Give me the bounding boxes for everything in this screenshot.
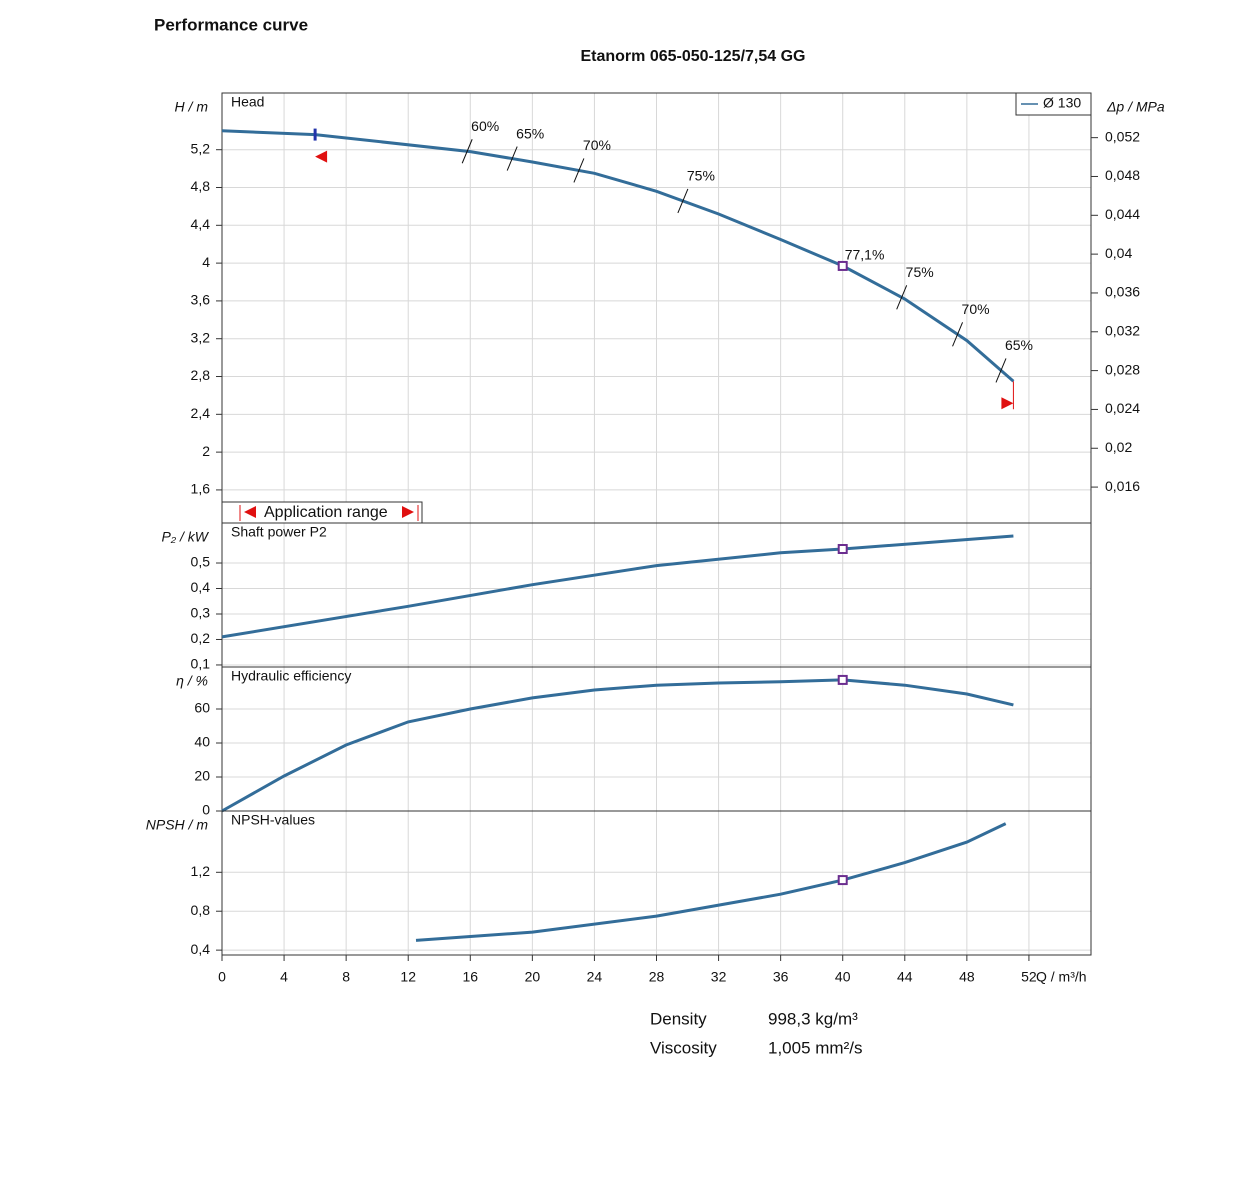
y-tick-label: 4,4 xyxy=(191,216,211,232)
x-tick-label: 44 xyxy=(897,969,913,985)
y-tick-label: 0,4 xyxy=(191,941,211,957)
y-tick-label: 2 xyxy=(202,443,210,459)
efficiency-label: 65% xyxy=(516,125,544,141)
fluid-label: Viscosity xyxy=(650,1038,717,1057)
x-tick-label: 28 xyxy=(649,969,665,985)
y-tick-label: 2,8 xyxy=(191,367,211,383)
y2-tick-label: 0,04 xyxy=(1105,245,1132,261)
x-tick-label: 8 xyxy=(342,969,350,985)
y-tick-label: 1,6 xyxy=(191,481,211,497)
efficiency-label: 75% xyxy=(906,264,934,280)
y2-tick-label: 0,028 xyxy=(1105,361,1140,377)
x-tick-label: 0 xyxy=(218,969,226,985)
x-tick-label: 36 xyxy=(773,969,789,985)
efficiency-label: 77,1% xyxy=(845,247,885,263)
y2-axis-label: Δp / MPa xyxy=(1106,99,1165,115)
y2-tick-label: 0,048 xyxy=(1105,167,1140,183)
y-axis-label: NPSH / m xyxy=(146,817,209,833)
legend-box xyxy=(1015,92,1092,116)
efficiency-tick xyxy=(995,358,1007,383)
efficiency-label: 70% xyxy=(583,137,611,153)
efficiency-tick xyxy=(952,322,964,347)
y-tick-label: 5,2 xyxy=(191,140,211,156)
y-tick-label: 0,8 xyxy=(191,902,211,918)
curve xyxy=(221,129,1015,383)
efficiency-tick xyxy=(461,139,473,164)
y2-tick-label: 0,032 xyxy=(1105,322,1140,338)
x-tick-label: 24 xyxy=(587,969,603,985)
x-tick-label: 52 xyxy=(1021,969,1037,985)
curve xyxy=(221,534,1014,639)
page-title: Performance curve xyxy=(154,15,308,34)
chart-subtitle: Etanorm 065-050-125/7,54 GG xyxy=(580,48,805,65)
y2-tick-label: 0,052 xyxy=(1105,128,1140,144)
x-axis-label: Q / m³/h xyxy=(1036,969,1087,985)
y-tick-label: 4 xyxy=(202,254,210,270)
y2-tick-label: 0,02 xyxy=(1105,439,1132,455)
range-end-marker xyxy=(1001,397,1014,410)
panel-label: Head xyxy=(231,94,264,110)
panel-label: Shaft power P2 xyxy=(231,524,327,540)
range-legend-arrow xyxy=(402,506,414,518)
efficiency-label: 70% xyxy=(962,301,990,317)
curve xyxy=(221,678,1014,813)
efficiency-label: 65% xyxy=(1005,337,1033,353)
y-tick-label: 1,2 xyxy=(191,863,211,879)
y-tick-label: 4,8 xyxy=(191,178,211,194)
duty-point xyxy=(837,260,848,271)
x-tick-label: 12 xyxy=(400,969,416,985)
y-tick-label: 0,3 xyxy=(191,605,211,621)
efficiency-tick xyxy=(506,146,518,171)
x-tick-label: 16 xyxy=(462,969,478,985)
y-axis-label: P₂ / kW xyxy=(161,529,209,545)
y2-tick-label: 0,036 xyxy=(1105,284,1140,300)
x-tick-label: 4 xyxy=(280,969,288,985)
y-axis-label: η / % xyxy=(176,673,208,689)
y-tick-label: 0,5 xyxy=(191,554,211,570)
efficiency-label: 60% xyxy=(471,118,499,134)
y-tick-label: 0 xyxy=(202,802,210,818)
range-legend-box xyxy=(221,501,423,524)
y-tick-label: 0,4 xyxy=(191,579,211,595)
panel-frame xyxy=(221,810,1092,956)
fluid-value: 998,3 kg/m³ xyxy=(768,1009,858,1028)
x-tick-label: 40 xyxy=(835,969,851,985)
x-tick-label: 32 xyxy=(711,969,727,985)
y-tick-label: 60 xyxy=(194,700,210,716)
range-legend-arrow xyxy=(244,506,256,518)
y2-tick-label: 0,016 xyxy=(1105,478,1140,494)
y-tick-label: 3,2 xyxy=(191,329,211,345)
efficiency-label: 75% xyxy=(687,168,715,184)
x-tick-label: 20 xyxy=(525,969,541,985)
x-tick-label: 48 xyxy=(959,969,975,985)
panel-label: NPSH-values xyxy=(231,812,315,828)
fluid-value: 1,005 mm²/s xyxy=(768,1038,862,1057)
legend-label: Ø 130 xyxy=(1043,95,1081,111)
duty-point xyxy=(837,674,848,685)
y-tick-label: 0,2 xyxy=(191,630,211,646)
y-axis-label: H / m xyxy=(175,99,209,115)
efficiency-tick xyxy=(677,188,689,214)
y-tick-label: 40 xyxy=(194,734,210,750)
duty-point xyxy=(837,875,848,886)
range-legend-label: Application range xyxy=(264,504,388,521)
y2-tick-label: 0,024 xyxy=(1105,400,1140,416)
y-tick-label: 3,6 xyxy=(191,292,211,308)
y-tick-label: 2,4 xyxy=(191,405,211,421)
range-start-marker xyxy=(315,150,328,163)
panel-label: Hydraulic efficiency xyxy=(231,668,351,684)
y-tick-label: 20 xyxy=(194,768,210,784)
efficiency-tick xyxy=(896,285,908,310)
efficiency-tick xyxy=(573,158,585,183)
curve xyxy=(415,822,1007,942)
fluid-label: Density xyxy=(650,1009,707,1028)
duty-point xyxy=(837,543,848,554)
y-tick-label: 0,1 xyxy=(191,656,211,672)
y2-tick-label: 0,044 xyxy=(1105,206,1140,222)
